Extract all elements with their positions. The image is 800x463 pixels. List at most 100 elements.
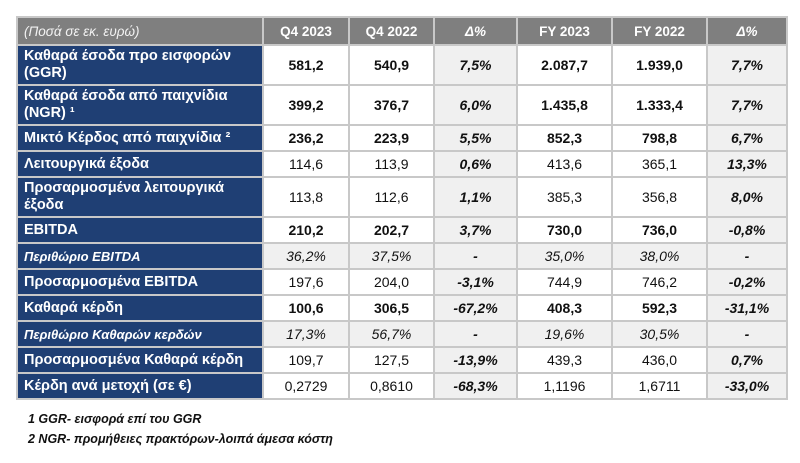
cell-fy-2023: 439,3 (516, 346, 613, 374)
cell-q4-2023: 210,2 (262, 216, 350, 244)
cell-q4-2022: 0,8610 (348, 372, 435, 400)
cell-q4-2022: 202,7 (348, 216, 435, 244)
cell-q4-2023: 236,2 (262, 124, 350, 152)
cell-fy-2022: 365,1 (611, 150, 708, 178)
cell-q4-2023: 36,2% (262, 242, 350, 270)
cell-fy-2022: 1.939,0 (611, 44, 708, 86)
cell-fy-delta: - (706, 242, 788, 270)
footnote-1: 1 GGR- εισφορά επί του GGR (28, 412, 202, 426)
cell-fy-2023: 408,3 (516, 294, 613, 322)
cell-fy-delta: 8,0% (706, 176, 788, 218)
header-q4-2023: Q4 2023 (262, 16, 350, 46)
row-label: Καθαρά κέρδη (16, 294, 264, 322)
table-row: Κέρδη ανά μετοχή (σε €) 0,2729 0,8610 -68,3… (16, 372, 788, 400)
cell-q4-2022: 113,9 (348, 150, 435, 178)
row-label: Περιθώριο EBITDA (16, 242, 264, 270)
cell-q4-2022: 306,5 (348, 294, 435, 322)
cell-fy-2023: 852,3 (516, 124, 613, 152)
header-units: (Ποσά σε εκ. ευρώ) (16, 16, 264, 46)
cell-q4-2023: 581,2 (262, 44, 350, 86)
cell-fy-delta: 7,7% (706, 44, 788, 86)
footnotes: 1 GGR- εισφορά επί του GGR 2 NGR- προμήθ… (28, 412, 333, 452)
cell-fy-2023: 1,1196 (516, 372, 613, 400)
cell-q4-2022: 37,5% (348, 242, 435, 270)
cell-fy-delta: 13,3% (706, 150, 788, 178)
table-row: Προσαρμοσμένα Καθαρά κέρδη 109,7 127,5 -13,… (16, 346, 788, 374)
cell-fy-2023: 385,3 (516, 176, 613, 218)
cell-fy-2022: 436,0 (611, 346, 708, 374)
cell-q4-delta: 7,5% (433, 44, 518, 86)
cell-q4-delta: -3,1% (433, 268, 518, 296)
cell-fy-delta: 0,7% (706, 346, 788, 374)
table-row: Προσαρμοσμένα EBITDA 197,6 204,0 -3,1% 744,9… (16, 268, 788, 296)
financial-results-table: (Ποσά σε εκ. ευρώ) Q4 2023 Q4 2022 Δ% FY… (16, 16, 788, 400)
cell-q4-2023: 17,3% (262, 320, 350, 348)
row-label: Περιθώριο Καθαρών κερδών (16, 320, 264, 348)
cell-q4-2022: 127,5 (348, 346, 435, 374)
cell-q4-delta: -67,2% (433, 294, 518, 322)
cell-q4-2023: 109,7 (262, 346, 350, 374)
footnote-2: 2 NGR- προμήθειες πρακτόρων-λοιπά άμεσα … (28, 432, 333, 446)
cell-fy-2023: 744,9 (516, 268, 613, 296)
cell-q4-2023: 114,6 (262, 150, 350, 178)
row-label: Μικτό Κέρδος από παιχνίδια ² (16, 124, 264, 152)
header-row: (Ποσά σε εκ. ευρώ) Q4 2023 Q4 2022 Δ% FY… (16, 16, 788, 46)
cell-q4-2022: 204,0 (348, 268, 435, 296)
cell-q4-2022: 540,9 (348, 44, 435, 86)
table-row: Καθαρά κέρδη 100,6 306,5 -67,2% 408,3 592,3 -3… (16, 294, 788, 322)
cell-fy-delta: -0,2% (706, 268, 788, 296)
cell-fy-delta: 6,7% (706, 124, 788, 152)
row-label: Προσαρμοσμένα EBITDA (16, 268, 264, 296)
cell-fy-2022: 592,3 (611, 294, 708, 322)
table-row: Καθαρά έσοδα προ εισφορών (GGR) 581,2 540,… (16, 44, 788, 86)
cell-fy-2022: 30,5% (611, 320, 708, 348)
table-row: Περιθώριο Καθαρών κερδών 17,3% 56,7% - 19,6%… (16, 320, 788, 348)
cell-fy-delta: - (706, 320, 788, 348)
cell-q4-2022: 56,7% (348, 320, 435, 348)
cell-fy-2023: 19,6% (516, 320, 613, 348)
cell-fy-2022: 1,6711 (611, 372, 708, 400)
cell-fy-delta: -31,1% (706, 294, 788, 322)
table-row: Λειτουργικά έξοδα 114,6 113,9 0,6% 413,6 365,… (16, 150, 788, 178)
cell-q4-delta: - (433, 242, 518, 270)
table-row: Καθαρά έσοδα από παιχνίδια (NGR) ¹ 399,2 3… (16, 84, 788, 126)
cell-q4-delta: 0,6% (433, 150, 518, 178)
cell-fy-2023: 413,6 (516, 150, 613, 178)
cell-fy-2022: 1.333,4 (611, 84, 708, 126)
row-label: Καθαρά έσοδα προ εισφορών (GGR) (16, 44, 264, 86)
header-fy-2022: FY 2022 (611, 16, 708, 46)
cell-fy-delta: -0,8% (706, 216, 788, 244)
table-row: Προσαρμοσμένα λειτουργικά έξοδα 113,8 112,… (16, 176, 788, 218)
cell-q4-2023: 197,6 (262, 268, 350, 296)
cell-fy-2022: 736,0 (611, 216, 708, 244)
cell-fy-2023: 2.087,7 (516, 44, 613, 86)
cell-fy-2023: 730,0 (516, 216, 613, 244)
cell-q4-delta: 5,5% (433, 124, 518, 152)
cell-q4-delta: 6,0% (433, 84, 518, 126)
row-label: Λειτουργικά έξοδα (16, 150, 264, 178)
cell-fy-2023: 35,0% (516, 242, 613, 270)
row-label: Προσαρμοσμένα Καθαρά κέρδη (16, 346, 264, 374)
cell-fy-2022: 798,8 (611, 124, 708, 152)
row-label: Προσαρμοσμένα λειτουργικά έξοδα (16, 176, 264, 218)
header-fy-2023: FY 2023 (516, 16, 613, 46)
cell-q4-delta: 3,7% (433, 216, 518, 244)
header-fy-delta: Δ% (706, 16, 788, 46)
cell-fy-delta: -33,0% (706, 372, 788, 400)
cell-q4-2022: 223,9 (348, 124, 435, 152)
table-row: Περιθώριο EBITDA 36,2% 37,5% -35,0% 38,0% - (16, 242, 788, 270)
cell-fy-2022: 356,8 (611, 176, 708, 218)
row-label: EBITDA (16, 216, 264, 244)
cell-q4-delta: 1,1% (433, 176, 518, 218)
cell-fy-2023: 1.435,8 (516, 84, 613, 126)
cell-q4-2022: 376,7 (348, 84, 435, 126)
cell-q4-2023: 100,6 (262, 294, 350, 322)
row-label: Καθαρά έσοδα από παιχνίδια (NGR) ¹ (16, 84, 264, 126)
cell-fy-2022: 38,0% (611, 242, 708, 270)
cell-q4-2023: 399,2 (262, 84, 350, 126)
header-q4-2022: Q4 2022 (348, 16, 435, 46)
header-q4-delta: Δ% (433, 16, 518, 46)
cell-fy-delta: 7,7% (706, 84, 788, 126)
cell-q4-2023: 113,8 (262, 176, 350, 218)
cell-q4-delta: -13,9% (433, 346, 518, 374)
